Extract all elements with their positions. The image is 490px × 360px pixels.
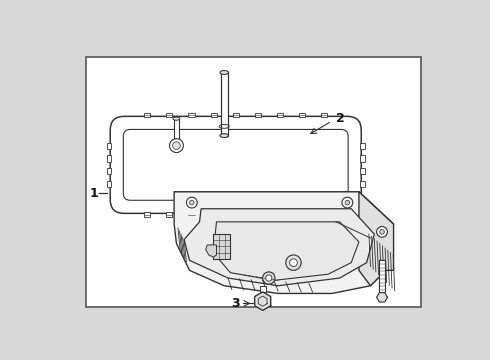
Bar xyxy=(220,72,228,136)
Text: 1: 1 xyxy=(89,187,98,200)
Bar xyxy=(255,113,261,117)
Bar xyxy=(379,260,385,297)
Bar xyxy=(360,168,365,174)
Bar xyxy=(211,212,217,217)
Circle shape xyxy=(286,255,301,270)
Bar xyxy=(299,212,305,217)
Bar xyxy=(233,113,239,117)
Bar xyxy=(106,168,111,174)
Bar xyxy=(106,181,111,187)
Ellipse shape xyxy=(220,134,228,138)
Polygon shape xyxy=(214,222,359,280)
Ellipse shape xyxy=(173,117,180,120)
Polygon shape xyxy=(255,292,270,310)
Bar xyxy=(277,212,283,217)
Bar xyxy=(106,156,111,162)
FancyBboxPatch shape xyxy=(110,116,361,213)
Bar xyxy=(360,156,365,162)
Polygon shape xyxy=(359,192,393,286)
Text: 2: 2 xyxy=(336,112,344,125)
Bar xyxy=(144,212,150,217)
Circle shape xyxy=(345,200,350,205)
Bar xyxy=(106,143,111,149)
Circle shape xyxy=(266,275,272,281)
Circle shape xyxy=(172,142,180,149)
Polygon shape xyxy=(174,192,393,224)
FancyBboxPatch shape xyxy=(123,130,348,200)
Bar xyxy=(214,234,230,259)
Polygon shape xyxy=(206,245,217,257)
Circle shape xyxy=(170,139,183,153)
Polygon shape xyxy=(174,192,393,293)
Bar xyxy=(360,181,365,187)
Bar xyxy=(166,113,172,117)
Bar xyxy=(86,57,420,307)
Bar xyxy=(321,212,327,217)
Bar xyxy=(144,113,150,117)
Bar xyxy=(166,212,172,217)
Bar xyxy=(188,113,195,117)
Ellipse shape xyxy=(220,71,228,75)
Bar xyxy=(255,212,261,217)
Bar xyxy=(321,113,327,117)
Bar xyxy=(277,113,283,117)
Bar xyxy=(188,212,195,217)
Circle shape xyxy=(342,197,353,208)
Bar xyxy=(299,113,305,117)
Circle shape xyxy=(377,226,388,237)
Circle shape xyxy=(190,200,194,205)
Bar xyxy=(211,113,217,117)
Bar xyxy=(360,143,365,149)
Bar xyxy=(260,286,266,292)
Polygon shape xyxy=(377,293,388,302)
Circle shape xyxy=(187,197,197,208)
Bar xyxy=(174,119,179,145)
Polygon shape xyxy=(184,209,374,286)
Circle shape xyxy=(263,272,275,284)
Bar xyxy=(233,212,239,217)
Circle shape xyxy=(380,230,384,234)
Circle shape xyxy=(290,259,297,266)
Text: 3: 3 xyxy=(231,297,240,310)
